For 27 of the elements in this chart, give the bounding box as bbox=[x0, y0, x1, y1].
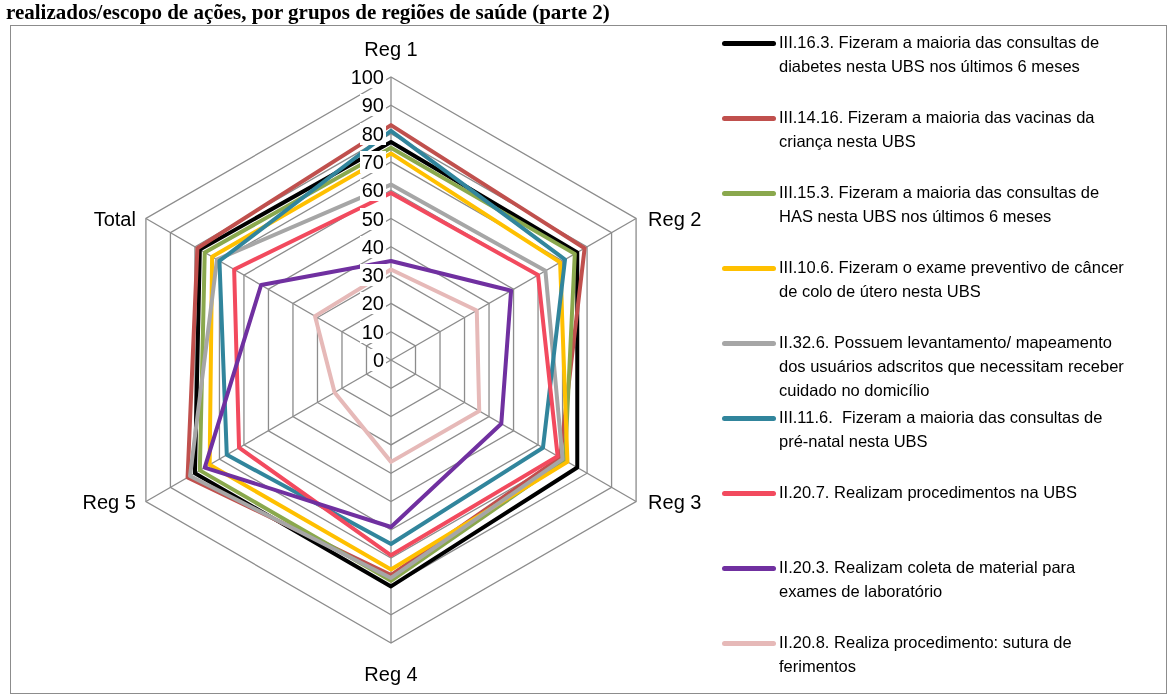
y-tick-label: 0 bbox=[370, 349, 386, 371]
y-tick-label: 70 bbox=[359, 150, 386, 173]
legend-label: III.15.3. Fizeram a maioria das consultas de HAS nesta UBS nos últimos 6 meses bbox=[779, 182, 1101, 227]
spoke-label: Reg 1 bbox=[364, 38, 418, 60]
legend-label: III.16.3. Fizeram a maioria das consultas de diabetes nesta UBS nos últimos 6 meses bbox=[779, 32, 1101, 77]
spoke-label: Total bbox=[93, 207, 136, 230]
y-tick-label: 50 bbox=[359, 207, 386, 230]
y-tick-label: 90 bbox=[359, 94, 386, 117]
legend-label: II.20.8. Realiza procedimento: sutura de ferimentos bbox=[779, 632, 1073, 677]
y-tick-label: 20 bbox=[359, 292, 386, 315]
chart-title: realizados/escopo de ações, por grupos de regiões de saúde (parte 2) bbox=[6, 0, 610, 24]
y-tick-label: 30 bbox=[359, 264, 386, 287]
y-tick-label: 40 bbox=[359, 235, 386, 258]
y-tick-label: 60 bbox=[359, 179, 386, 202]
legend-label: II.32.6. Possuem levantamento/ mapeamento dos usuários adscritos que necessitam receber cuidado no domicílio bbox=[779, 332, 1125, 401]
spoke-label: Reg 3 bbox=[648, 490, 702, 513]
y-tick-label: 80 bbox=[359, 122, 386, 145]
y-tick-label: 10 bbox=[359, 320, 386, 343]
y-tick-label: 100 bbox=[348, 66, 386, 88]
spoke-label: Reg 4 bbox=[364, 663, 418, 685]
legend-label: II.20.3. Realizam coleta de material para exames de laboratório bbox=[779, 557, 1077, 602]
legend-label: III.14.16. Fizeram a maioria das vacinas da criança nesta UBS bbox=[779, 107, 1096, 152]
spoke-label: Reg 2 bbox=[648, 207, 702, 230]
spoke-label: Reg 5 bbox=[82, 490, 136, 513]
legend-label: II.20.7. Realizam procedimentos na UBS bbox=[779, 482, 1079, 503]
legend-label: III.11.6. Fizeram a maioria das consultas de pré-natal nesta UBS bbox=[779, 407, 1104, 452]
legend-label: III.10.6. Fizeram o exame preventivo de câncer de colo de útero nesta UBS bbox=[779, 257, 1125, 302]
